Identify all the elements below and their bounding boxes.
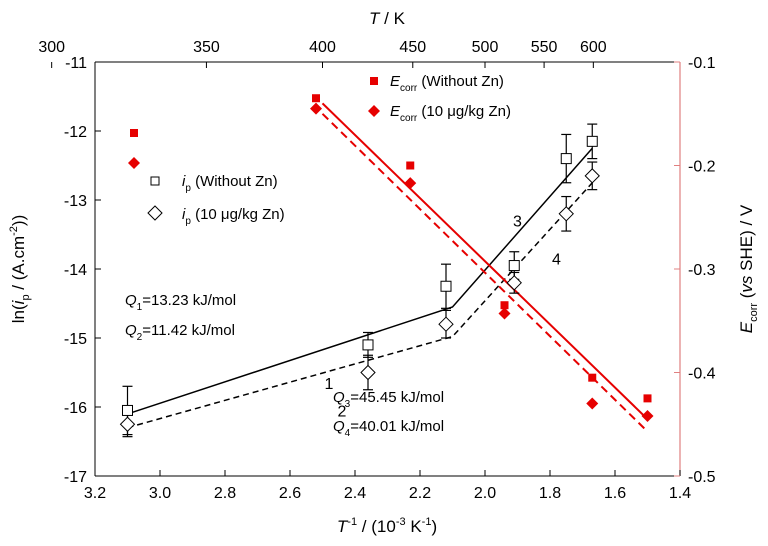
legend-ip-10ug-zn: ip (10 μg/kg Zn) — [182, 206, 285, 227]
point-open-diamond — [584, 168, 600, 184]
top-axis-title: T / K — [369, 9, 406, 28]
legend-marker-open-square — [150, 176, 160, 186]
top-tick-label: 400 — [309, 39, 336, 56]
point-filled-square — [406, 161, 415, 170]
point-filled-square — [588, 373, 597, 382]
point-open-diamond — [119, 416, 136, 432]
right-tick-label: -0.5 — [688, 469, 716, 486]
bottom-tick-label: 1.8 — [539, 485, 561, 502]
bottom-tick-label: 2.4 — [344, 485, 366, 502]
left-tick-label: -16 — [64, 400, 87, 417]
point-open-square — [122, 404, 133, 416]
fit-line-labels: 12 3 4 — [325, 214, 562, 421]
q4-annotation: Q4=40.01 kJ/mol — [333, 418, 444, 439]
point-filled-square — [500, 301, 509, 310]
left-tick-label: -12 — [64, 124, 87, 141]
point-filled-square — [643, 394, 652, 403]
legend-marker-open-diamond — [147, 205, 163, 221]
fit-line-number-label: 3 — [513, 214, 522, 231]
point-open-diamond — [438, 316, 454, 332]
bottom-tick-label: 2.6 — [279, 485, 301, 502]
q1-annotation: Q1=13.23 kJ/mol — [125, 292, 236, 313]
point-open-diamond — [506, 275, 522, 291]
point-open-square — [586, 135, 598, 147]
left-axis-ticks: -17 -16 -15 -14 -13 -12 -11 — [64, 55, 101, 486]
top-tick-label: 450 — [399, 39, 426, 56]
point-filled-diamond — [641, 409, 654, 422]
bottom-axis-ticks: 3.2 3.0 2.8 2.6 2.4 2.2 2.0 1.8 1.6 1.4 — [84, 470, 691, 502]
left-tick-label: -17 — [64, 469, 87, 486]
legend-marker-filled-diamond — [128, 157, 140, 169]
left-axis-title: ln(ip / (A.cm-2)) — [8, 215, 32, 323]
legend-ecorr-without-zn: Ecorr (Without Zn) — [390, 73, 504, 94]
point-open-square — [362, 339, 374, 351]
point-open-square — [508, 260, 520, 272]
left-tick-label: -15 — [64, 331, 87, 348]
q3-annotation: Q3=45.45 kJ/mol — [333, 389, 444, 410]
bottom-tick-label: 1.4 — [669, 485, 691, 502]
fit-line-3 — [321, 102, 649, 420]
fit-line-number-label: 4 — [552, 252, 561, 269]
point-open-square — [560, 153, 572, 165]
top-tick-label: 500 — [472, 39, 499, 56]
bottom-tick-label: 2.2 — [409, 485, 431, 502]
legend-marker-filled-square-2 — [370, 77, 378, 85]
left-tick-label: -11 — [65, 55, 87, 72]
right-tick-label: -0.4 — [688, 366, 716, 383]
bottom-axis-title: T-1 / (10-3 K-1) — [337, 516, 437, 536]
legend-ecorr-10ug-zn: Ecorr (10 μg/kg Zn) — [390, 103, 511, 124]
fit-line-2 — [127, 182, 593, 429]
top-tick-label: 300 — [38, 39, 65, 56]
point-open-square — [440, 280, 452, 292]
bottom-tick-label: 2.0 — [474, 485, 496, 502]
bottom-tick-label: 3.2 — [84, 485, 106, 502]
left-tick-label: -14 — [64, 262, 87, 279]
point-open-diamond — [360, 364, 376, 381]
right-tick-label: -0.1 — [688, 55, 716, 72]
q2-annotation: Q2=11.42 kJ/mol — [125, 322, 235, 343]
fit-line-1 — [127, 147, 593, 415]
ip-legend: ip (Without Zn) ip (10 μg/kg Zn) — [147, 173, 285, 227]
top-tick-label: 600 — [580, 39, 607, 56]
top-tick-label: 350 — [193, 39, 220, 56]
bottom-tick-label: 1.6 — [604, 485, 626, 502]
legend-marker-filled-square — [130, 129, 138, 137]
legend-ip-without-zn: ip (Without Zn) — [182, 173, 278, 194]
right-tick-label: -0.2 — [688, 159, 716, 176]
legend-marker-filled-diamond-2 — [368, 105, 380, 117]
fit-lines — [127, 102, 649, 433]
fit-line-4 — [321, 113, 649, 433]
bottom-tick-label: 2.8 — [214, 485, 236, 502]
ecorr-legend: Ecorr (Without Zn) Ecorr (10 μg/kg Zn) — [128, 73, 511, 169]
top-tick-label: 550 — [531, 39, 558, 56]
fit-line-number-label: 1 — [325, 376, 334, 393]
top-axis-ticks: 300 350 400 450 500 550 600 — [38, 39, 607, 68]
point-filled-diamond — [310, 102, 322, 115]
point-filled-diamond — [586, 397, 599, 410]
point-open-diamond — [558, 206, 574, 222]
right-axis-title: Ecorr (vs SHE) / V — [737, 204, 760, 333]
right-axis-ticks: -0.5 -0.4 -0.3 -0.2 -0.1 — [674, 55, 716, 486]
point-filled-diamond — [404, 177, 417, 190]
fit-line-number-label: 2 — [338, 403, 347, 420]
left-tick-label: -13 — [64, 193, 87, 210]
point-filled-diamond — [498, 307, 511, 320]
data-markers — [119, 94, 654, 432]
bottom-tick-label: 3.0 — [149, 485, 171, 502]
point-filled-square — [312, 94, 320, 103]
right-tick-label: -0.3 — [688, 262, 716, 279]
